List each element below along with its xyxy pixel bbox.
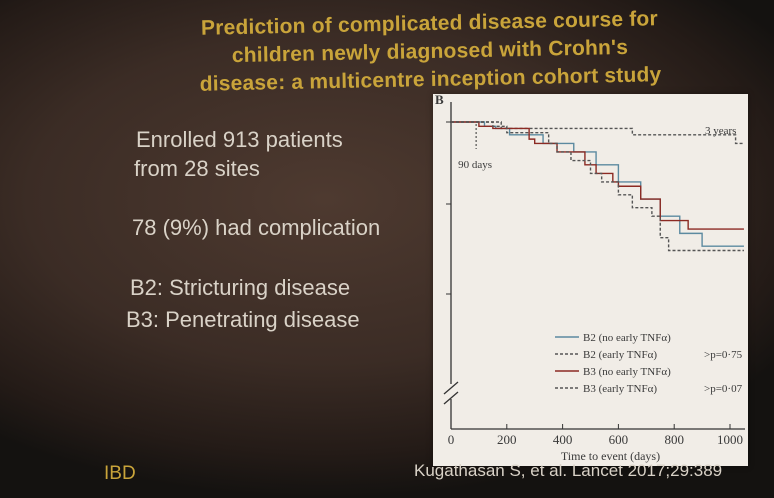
x-tick-label-600: 600 — [609, 432, 629, 447]
complication-text: 78 (9%) had complication — [132, 215, 381, 240]
x-tick-label-800: 800 — [664, 432, 684, 447]
series-line-0 — [451, 121, 744, 247]
day90-label: 90 days — [458, 159, 492, 171]
legend-label-1: B2 (early TNFα) — [583, 349, 657, 361]
series-line-1 — [451, 121, 744, 145]
pvalue-b2: >p=0·75 — [704, 349, 743, 361]
series-line-3 — [451, 121, 744, 252]
b3-definition: B3: Penetrating disease — [126, 307, 360, 332]
x-axis-label: Time to event (days) — [561, 449, 660, 463]
slide-title: Prediction of complicated disease course… — [149, 4, 711, 100]
x-tick-label-1000: 1000 — [717, 432, 743, 447]
citation: Kugathasan S, et al. Lancet 2017;29:389 — [414, 461, 723, 480]
legend-label-3: B3 (early TNFα) — [583, 383, 657, 395]
x-tick-label-0: 0 — [448, 432, 455, 447]
x-tick-label-200: 200 — [497, 432, 517, 447]
axis-break-mark-1 — [443, 381, 459, 395]
legend-label-0: B2 (no early TNFα) — [583, 332, 671, 344]
pvalue-b3: >p=0·07 — [704, 383, 743, 395]
enrolled-text-line-2: from 28 sites — [134, 156, 260, 181]
b2-definition: B2: Stricturing disease — [130, 275, 351, 300]
year3-label: 3 years — [705, 125, 736, 137]
km-chart: B 0 200 400 600 800 1000 Time to event (days) 90… — [433, 94, 748, 466]
x-tick-label-400: 400 — [553, 432, 573, 447]
footer-ibd: IBD — [104, 463, 136, 484]
axis-break-mark-2 — [443, 391, 459, 405]
legend-label-2: B3 (no early TNFα) — [583, 366, 671, 378]
panel-label: B — [435, 94, 444, 107]
km-chart-svg: B 0 200 400 600 800 1000 Time to event (days) 90… — [435, 94, 745, 463]
enrolled-text-line-1: Enrolled 913 patients — [136, 127, 343, 152]
series-line-2 — [451, 121, 744, 230]
